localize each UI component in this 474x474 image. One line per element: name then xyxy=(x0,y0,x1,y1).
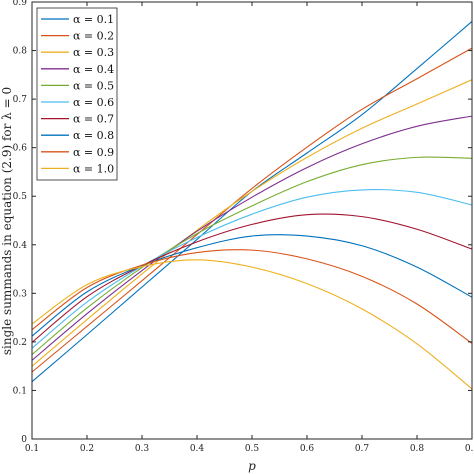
y-tick-label: 0.2 xyxy=(13,338,27,348)
y-tick-label: 0.9 xyxy=(13,0,28,8)
legend-label-9: α = 0.9 xyxy=(73,146,114,159)
legend-label-6: α = 0.6 xyxy=(73,96,114,109)
series-line-7 xyxy=(31,213,473,343)
series-line-10 xyxy=(31,259,473,390)
legend-label-3: α = 0.3 xyxy=(73,46,114,59)
x-tick-label: 0.4 xyxy=(190,444,205,454)
series-line-6 xyxy=(31,189,473,349)
y-tick-label: 0.7 xyxy=(13,95,28,105)
series-line-8 xyxy=(31,234,473,337)
y-axis-title: single summands in equation (2.9) for λ … xyxy=(0,87,14,355)
y-tick-label: 0.5 xyxy=(13,192,28,202)
x-axis-title: p xyxy=(248,459,256,473)
legend-label-4: α = 0.4 xyxy=(73,63,114,76)
legend-label-5: α = 0.5 xyxy=(73,79,114,92)
x-tick-label: 0.2 xyxy=(80,444,94,454)
y-tick-label: 0 xyxy=(21,435,27,445)
legend-label-8: α = 0.8 xyxy=(73,129,114,142)
y-tick-label: 0.4 xyxy=(13,241,28,251)
x-tick-label: 0.1 xyxy=(25,444,39,454)
legend: α = 0.1 α = 0.2 α = 0.3 α = 0.4 α = 0.5 α = 0… xyxy=(36,7,118,181)
legend-label-7: α = 0.7 xyxy=(73,113,114,126)
x-tick-label: 0.5 xyxy=(245,444,260,454)
x-tick-label: 0.6 xyxy=(300,444,315,454)
x-tick-label: 0.9 xyxy=(465,444,474,454)
series-line-5 xyxy=(31,156,473,355)
series-line-4 xyxy=(31,115,473,361)
y-tick-label: 0.8 xyxy=(13,47,28,57)
series-line-2 xyxy=(31,47,473,373)
x-tick-label: 0.8 xyxy=(410,444,425,454)
legend-label-10: α = 1.0 xyxy=(73,162,114,175)
y-tick-label: 0.6 xyxy=(13,144,28,154)
series-line-9 xyxy=(31,249,473,344)
legend-label-2: α = 0.2 xyxy=(73,30,114,43)
x-tick-label: 0.7 xyxy=(355,444,370,454)
y-tick-label: 0.1 xyxy=(13,386,27,396)
series-line-3 xyxy=(31,79,473,367)
series-layer xyxy=(31,21,473,390)
x-tick-label: 0.3 xyxy=(135,444,150,454)
ticks-layer: 0.10.20.30.40.50.60.70.80.900.10.20.30.4… xyxy=(13,0,474,454)
y-tick-label: 0.3 xyxy=(13,289,28,299)
legend-label-1: α = 0.1 xyxy=(73,13,114,26)
